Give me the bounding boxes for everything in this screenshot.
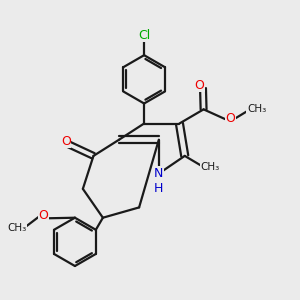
Text: O: O (194, 79, 204, 92)
Text: O: O (38, 209, 48, 222)
Text: CH₃: CH₃ (200, 162, 220, 172)
Text: O: O (225, 112, 235, 125)
Text: N: N (154, 167, 164, 180)
Text: H: H (154, 182, 164, 195)
Text: CH₃: CH₃ (247, 104, 266, 114)
Text: O: O (61, 135, 71, 148)
Text: Cl: Cl (138, 29, 150, 42)
Text: CH₃: CH₃ (7, 223, 26, 233)
